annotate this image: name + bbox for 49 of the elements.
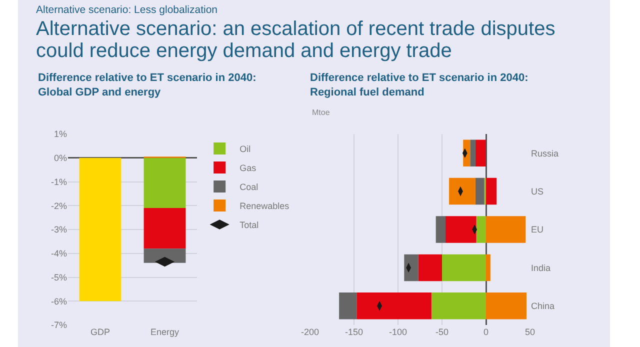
y-tick-label: -6% xyxy=(50,296,67,306)
legend-label: Total xyxy=(240,220,259,230)
y-tick-label: 1% xyxy=(54,129,67,140)
bar xyxy=(470,140,476,166)
bar xyxy=(418,254,442,282)
y-tick-label: -1% xyxy=(50,176,67,187)
x-tick-label: -50 xyxy=(435,327,449,337)
bar xyxy=(436,216,446,243)
y-tick-label: India xyxy=(531,262,551,273)
y-tick-label: 0% xyxy=(54,153,67,164)
y-tick-label: -2% xyxy=(50,200,67,211)
y-tick-label: China xyxy=(531,301,555,312)
bar xyxy=(486,216,526,243)
bar xyxy=(476,216,486,243)
bar xyxy=(486,178,497,205)
bar xyxy=(442,254,486,282)
x-tick-label: -150 xyxy=(344,327,364,337)
y-tick-label: US xyxy=(531,186,544,196)
legend-label: Renewables xyxy=(240,201,290,212)
bar xyxy=(339,292,357,320)
bar xyxy=(486,254,490,282)
legend-label: Coal xyxy=(240,182,258,192)
bar xyxy=(486,292,526,320)
legend-label: Oil xyxy=(240,144,251,154)
text: Alternative scenario: an escalation of recent trade disputes could reduce energy demand and energy trade xyxy=(36,18,556,62)
y-tick-label: -7% xyxy=(50,320,67,330)
text: Mtoe xyxy=(312,108,330,117)
x-tick-label: Energy xyxy=(150,327,180,337)
y-tick-label: -3% xyxy=(50,224,67,235)
bar xyxy=(475,178,484,205)
legend-label: Gas xyxy=(240,163,257,174)
chart-title: Difference relative to ET scenario in 2040: Regional fuel demand xyxy=(310,72,528,98)
x-tick-label: GDP xyxy=(90,327,110,337)
bar xyxy=(431,292,486,320)
bar xyxy=(356,292,432,320)
x-tick-label: 50 xyxy=(524,327,536,337)
chart-title: Difference relative to ET scenario in 2040: Global GDP and energy xyxy=(38,72,256,98)
y-tick-label: EU xyxy=(531,224,544,235)
bar xyxy=(475,140,486,166)
x-tick-label: 0 xyxy=(483,327,489,337)
x-tick-label: -200 xyxy=(300,327,320,337)
bar xyxy=(404,254,418,282)
y-tick-label: -4% xyxy=(50,248,67,259)
bar xyxy=(449,178,476,205)
text: Alternative scenario: Less globalization xyxy=(36,4,219,16)
y-tick-label: Russia xyxy=(531,148,559,158)
bar xyxy=(446,216,476,243)
y-tick-label: -5% xyxy=(50,272,67,282)
x-tick-label: -100 xyxy=(388,327,408,337)
